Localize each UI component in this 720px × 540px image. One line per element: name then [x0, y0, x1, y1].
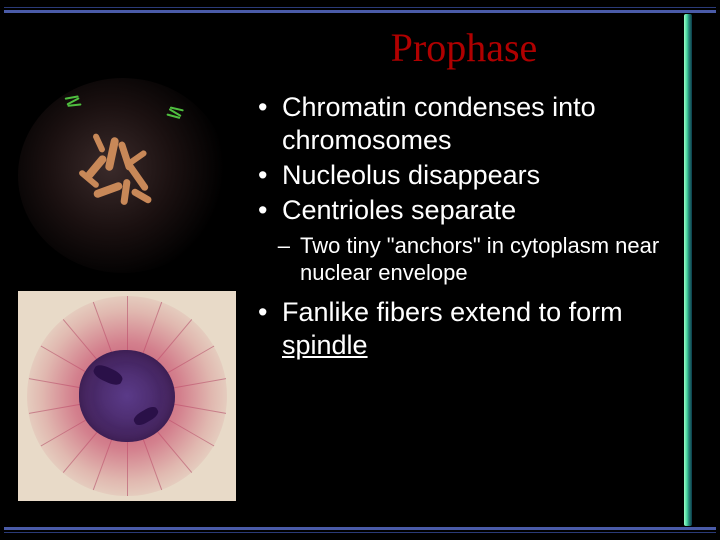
- bullet-marker: •: [256, 296, 282, 362]
- slide-title: Prophase: [256, 24, 672, 71]
- bullet-marker: •: [256, 91, 282, 157]
- sub-bullet-marker: –: [256, 233, 300, 287]
- bullet-text: Chromatin condenses into chromosomes: [282, 91, 672, 157]
- slide-content: Prophase • Chromatin condenses into chro…: [12, 20, 672, 520]
- cell-illustration-top: [18, 78, 228, 273]
- bullet-text-pre: Fanlike fibers extend to form: [282, 297, 623, 327]
- cell-micrograph-bottom: [18, 291, 236, 501]
- bullet-item: • Fanlike fibers extend to form spindle: [256, 296, 672, 362]
- bullet-item: • Nucleolus disappears: [256, 159, 672, 192]
- image-column: [12, 20, 242, 520]
- sub-bullet-text: Two tiny "anchors" in cytoplasm near nuc…: [300, 233, 672, 287]
- bullet-marker: •: [256, 159, 282, 192]
- centriole-icon: [65, 94, 83, 109]
- bullet-text-underlined: spindle: [282, 330, 368, 360]
- bullet-text: Centrioles separate: [282, 194, 516, 227]
- bullet-list: • Chromatin condenses into chromosomes •…: [256, 91, 672, 362]
- bullet-marker: •: [256, 194, 282, 227]
- bullet-item: • Chromatin condenses into chromosomes: [256, 91, 672, 157]
- text-column: Prophase • Chromatin condenses into chro…: [242, 20, 672, 520]
- bullet-text: Fanlike fibers extend to form spindle: [282, 296, 672, 362]
- sub-bullet-item: – Two tiny "anchors" in cytoplasm near n…: [256, 233, 672, 287]
- cell-body: [18, 78, 228, 273]
- bullet-item: • Centrioles separate: [256, 194, 672, 227]
- centriole-icon: [167, 105, 186, 121]
- chromosome-cluster: [78, 131, 168, 221]
- nucleus-core: [79, 350, 175, 442]
- bullet-text: Nucleolus disappears: [282, 159, 540, 192]
- decorative-vertical-bar: [684, 14, 692, 526]
